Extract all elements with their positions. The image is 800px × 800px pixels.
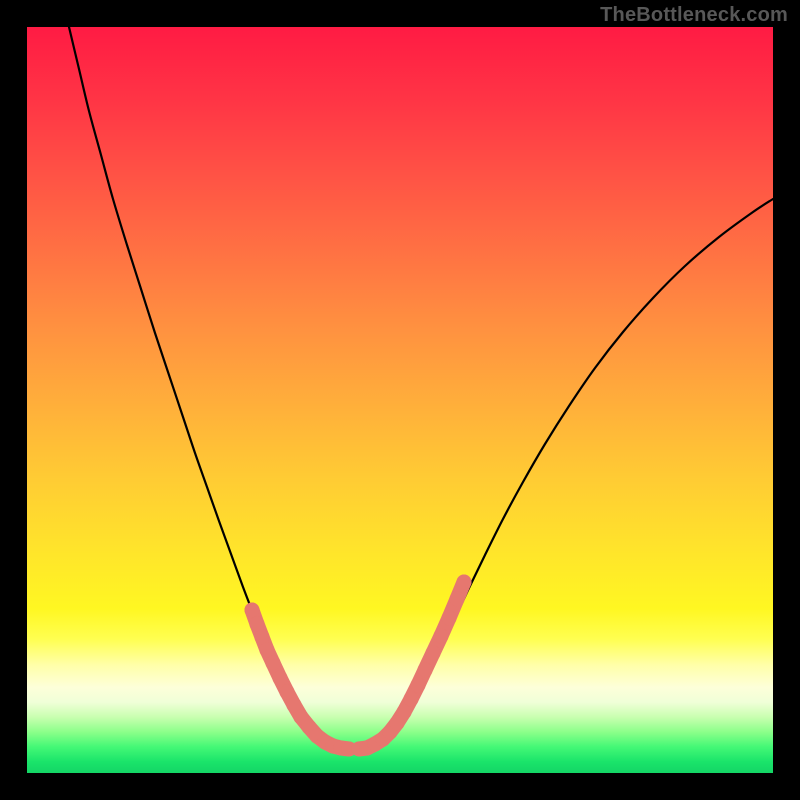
marker-dot [280,685,295,700]
v-curve [69,27,773,750]
marker-dot [411,678,426,693]
watermark-text: TheBottleneck.com [600,4,788,27]
marker-dot [273,671,288,686]
marker-dot [442,611,457,626]
plot-area [27,27,773,773]
marker-cluster-right [352,575,472,757]
marker-cluster-left [245,603,357,757]
marker-dot [255,630,270,645]
marker-dot [418,663,433,678]
marker-dot [266,656,281,671]
marker-dot [404,692,419,707]
chart-frame: TheBottleneck.com [0,0,800,800]
marker-dot [245,603,260,618]
marker-dot [250,617,265,632]
marker-dot [457,575,472,590]
marker-dot [450,592,465,607]
marker-dot [397,705,412,720]
marker-dot [260,643,275,658]
marker-dot [434,629,449,644]
marker-dot [426,646,441,661]
chart-overlay [27,27,773,773]
